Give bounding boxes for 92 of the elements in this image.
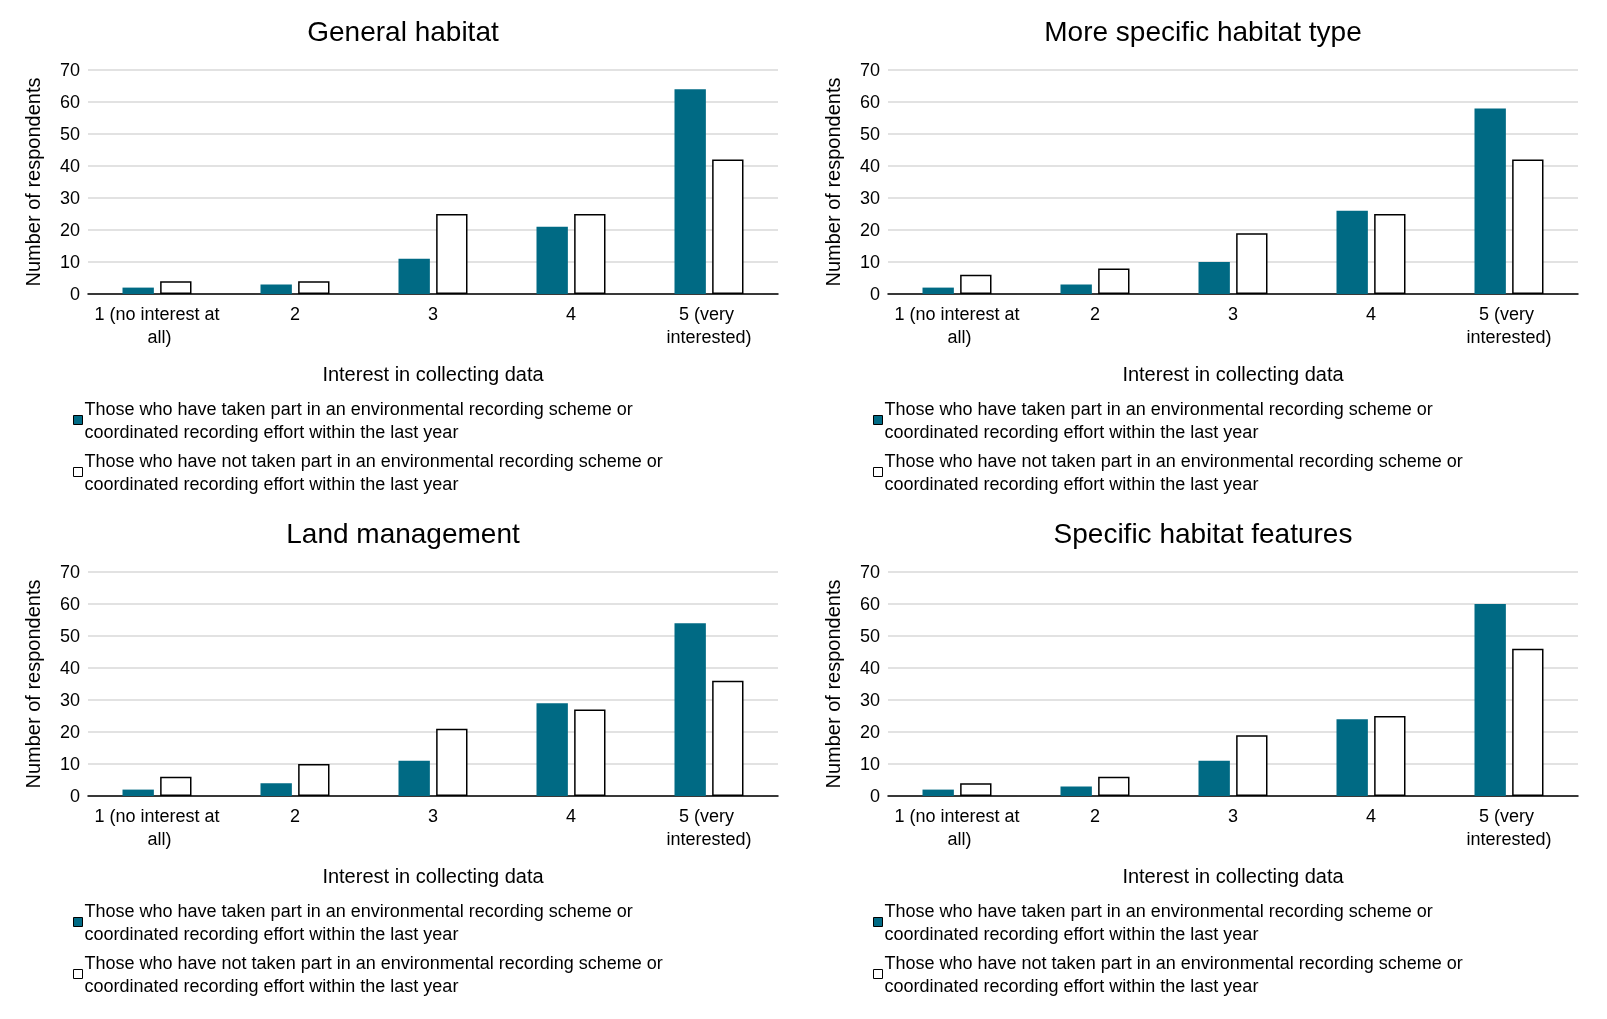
y-tick-label: 10 <box>59 754 80 774</box>
chart-title: More specific habitat type <box>1044 15 1362 47</box>
bar <box>922 789 954 796</box>
y-tick-label: 20 <box>859 220 880 240</box>
x-tick-label: 4 <box>1365 805 1377 826</box>
y-axis-title: Number of respondents <box>822 77 844 287</box>
bar <box>922 287 954 294</box>
y-axis-title: Number of respondents <box>22 77 44 287</box>
y-tick-label: 70 <box>59 562 80 582</box>
y-tick-label: 0 <box>869 284 880 304</box>
bar <box>1474 108 1506 294</box>
x-tick-label: 5 (very interested) <box>1466 303 1552 347</box>
y-tick-label: 0 <box>869 786 880 806</box>
y-tick-label: 40 <box>859 658 880 678</box>
bar <box>1198 760 1230 796</box>
x-axis-title: Interest in collecting data <box>322 865 545 887</box>
y-tick-label: 50 <box>59 124 80 144</box>
y-tick-label: 30 <box>59 188 80 208</box>
x-axis-title: Interest in collecting data <box>1122 865 1345 887</box>
x-tick-label: 1 (no interest at all) <box>894 303 1020 347</box>
legend-label: Those who have taken part in an environmental recording scheme or coordinated recording effort within the last year <box>884 398 1438 442</box>
y-tick-label: 30 <box>859 188 880 208</box>
bar <box>260 783 292 796</box>
legend-label: Those who have not taken part in an environmental recording scheme or coordinated recording effort within the last year <box>84 450 668 494</box>
y-tick-label: 70 <box>859 60 880 80</box>
x-tick-label: 3 <box>1227 303 1239 324</box>
x-tick-label: 4 <box>565 303 577 324</box>
legend-label: Those who have taken part in an environmental recording scheme or coordinated recording effort within the last year <box>884 900 1438 944</box>
y-tick-label: 60 <box>859 594 880 614</box>
bar <box>1336 719 1368 796</box>
x-axis-title: Interest in collecting data <box>1122 363 1345 385</box>
y-tick-label: 40 <box>859 156 880 176</box>
x-tick-label: 1 (no interest at all) <box>94 303 220 347</box>
y-tick-label: 0 <box>69 786 80 806</box>
y-tick-label: 50 <box>59 626 80 646</box>
y-tick-label: 60 <box>859 92 880 112</box>
y-tick-label: 30 <box>59 690 80 710</box>
bar <box>674 623 706 796</box>
bar <box>398 258 430 294</box>
x-tick-label: 5 (very interested) <box>666 805 752 849</box>
bar <box>674 89 706 294</box>
y-tick-label: 70 <box>59 60 80 80</box>
y-tick-label: 40 <box>59 156 80 176</box>
x-tick-label: 2 <box>1089 303 1101 324</box>
legend-label: Those who have taken part in an environmental recording scheme or coordinated recording effort within the last year <box>84 900 638 944</box>
y-tick-label: 10 <box>859 754 880 774</box>
bar <box>122 287 154 294</box>
x-tick-label: 2 <box>289 805 301 826</box>
bar <box>536 226 568 294</box>
y-tick-label: 60 <box>59 594 80 614</box>
x-tick-label: 5 (very interested) <box>1466 805 1552 849</box>
bar <box>1060 786 1092 796</box>
y-tick-label: 40 <box>59 658 80 678</box>
x-tick-label: 1 (no interest at all) <box>894 805 1020 849</box>
x-tick-label: 1 (no interest at all) <box>94 805 220 849</box>
y-tick-label: 0 <box>69 284 80 304</box>
y-axis-title: Number of respondents <box>22 579 44 789</box>
x-tick-label: 3 <box>427 303 439 324</box>
y-tick-label: 50 <box>859 626 880 646</box>
y-axis-title: Number of respondents <box>822 579 844 789</box>
y-tick-label: 60 <box>59 92 80 112</box>
y-tick-label: 30 <box>859 690 880 710</box>
bar <box>1060 284 1092 294</box>
x-tick-label: 2 <box>289 303 301 324</box>
x-tick-label: 5 (very interested) <box>666 303 752 347</box>
x-tick-label: 3 <box>1227 805 1239 826</box>
y-tick-label: 10 <box>59 252 80 272</box>
chart-title: General habitat <box>307 15 499 47</box>
legend-label: Those who have not taken part in an environmental recording scheme or coordinated recording effort within the last year <box>884 450 1468 494</box>
y-tick-label: 10 <box>859 252 880 272</box>
x-tick-label: 4 <box>1365 303 1377 324</box>
legend-label: Those who have taken part in an environmental recording scheme or coordinated recording effort within the last year <box>84 398 638 442</box>
bar <box>1336 210 1368 294</box>
bar <box>122 789 154 796</box>
y-tick-label: 70 <box>859 562 880 582</box>
bar <box>536 703 568 796</box>
bar <box>1474 604 1506 796</box>
chart-title: Land management <box>286 517 520 549</box>
y-tick-label: 20 <box>59 220 80 240</box>
y-tick-label: 20 <box>59 722 80 742</box>
y-tick-label: 50 <box>859 124 880 144</box>
x-tick-label: 4 <box>565 805 577 826</box>
y-tick-label: 20 <box>859 722 880 742</box>
bar <box>398 760 430 796</box>
bar <box>1198 262 1230 294</box>
chart-title: Specific habitat features <box>1053 517 1353 549</box>
legend-label: Those who have not taken part in an environmental recording scheme or coordinated recording effort within the last year <box>884 952 1468 996</box>
x-tick-label: 2 <box>1089 805 1101 826</box>
bar <box>260 284 292 294</box>
x-tick-label: 3 <box>427 805 439 826</box>
legend-label: Those who have not taken part in an environmental recording scheme or coordinated recording effort within the last year <box>84 952 668 996</box>
x-axis-title: Interest in collecting data <box>322 363 545 385</box>
